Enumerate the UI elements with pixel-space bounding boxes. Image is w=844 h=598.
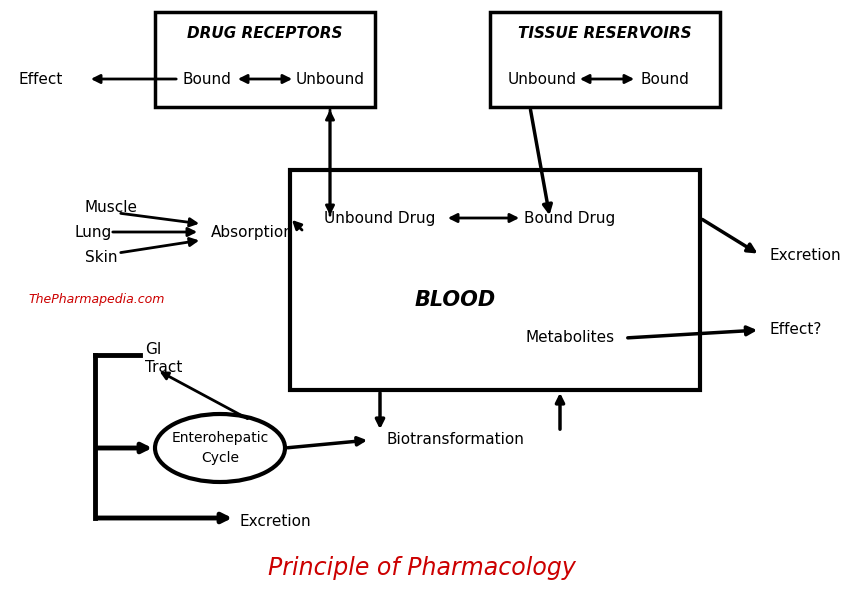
Text: Enterohepatic: Enterohepatic: [171, 431, 268, 445]
Text: Unbound: Unbound: [295, 72, 364, 87]
Text: Effect: Effect: [19, 72, 63, 87]
Text: Muscle: Muscle: [85, 200, 138, 215]
Text: Bound: Bound: [640, 72, 689, 87]
Text: DRUG RECEPTORS: DRUG RECEPTORS: [187, 26, 343, 41]
Text: Unbound: Unbound: [507, 72, 576, 87]
Text: Principle of Pharmacology: Principle of Pharmacology: [268, 556, 576, 580]
Text: Cycle: Cycle: [201, 451, 239, 465]
Text: Excretion: Excretion: [240, 514, 311, 529]
Bar: [289, 170, 699, 390]
Text: Tract: Tract: [145, 361, 182, 376]
Text: TISSUE RESERVOIRS: TISSUE RESERVOIRS: [517, 26, 691, 41]
Text: Lung: Lung: [75, 224, 112, 240]
Text: Biotransformation: Biotransformation: [386, 432, 523, 447]
Text: Effect?: Effect?: [769, 322, 821, 337]
Text: Skin: Skin: [85, 251, 117, 266]
Text: Excretion: Excretion: [769, 248, 841, 263]
Ellipse shape: [154, 414, 284, 482]
Text: Unbound Drug: Unbound Drug: [324, 210, 436, 225]
Text: BLOOD: BLOOD: [414, 290, 495, 310]
Text: Bound Drug: Bound Drug: [524, 210, 615, 225]
Bar: [154, 12, 375, 107]
Text: Metabolites: Metabolites: [525, 331, 614, 346]
Bar: [490, 12, 719, 107]
Text: Absorption: Absorption: [210, 224, 293, 240]
Text: GI: GI: [145, 343, 161, 358]
Text: ThePharmapedia.com: ThePharmapedia.com: [28, 294, 165, 307]
Text: Bound: Bound: [182, 72, 231, 87]
